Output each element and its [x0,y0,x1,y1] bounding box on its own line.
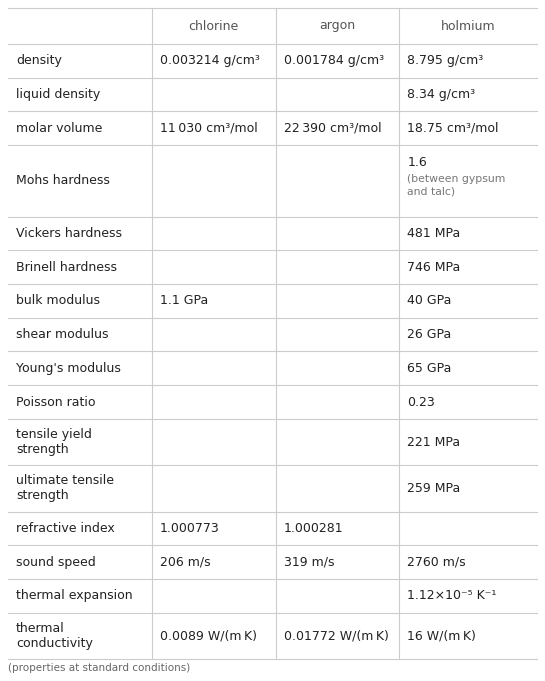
Text: Young's modulus: Young's modulus [16,362,121,375]
Text: 1.12×10⁻⁵ K⁻¹: 1.12×10⁻⁵ K⁻¹ [408,589,497,602]
Text: refractive index: refractive index [16,522,115,535]
Text: holmium: holmium [441,20,495,33]
Text: ultimate tensile
strength: ultimate tensile strength [16,475,114,503]
Text: (between gypsum
and talc): (between gypsum and talc) [408,174,506,196]
Text: (properties at standard conditions): (properties at standard conditions) [8,663,190,673]
Text: chlorine: chlorine [189,20,239,33]
Text: 40 GPa: 40 GPa [408,294,452,307]
Text: 1.6: 1.6 [408,156,427,169]
Text: argon: argon [319,20,356,33]
Text: 206 m/s: 206 m/s [160,556,210,569]
Text: Mohs hardness: Mohs hardness [16,174,110,187]
Text: shear modulus: shear modulus [16,328,108,341]
Text: Vickers hardness: Vickers hardness [16,227,122,240]
Text: 0.001784 g/cm³: 0.001784 g/cm³ [284,54,384,67]
Text: molar volume: molar volume [16,122,102,135]
Text: thermal expansion: thermal expansion [16,589,132,602]
Text: 1.000281: 1.000281 [284,522,343,535]
Text: 0.0089 W/(m K): 0.0089 W/(m K) [160,629,257,642]
Text: 8.795 g/cm³: 8.795 g/cm³ [408,54,484,67]
Text: 0.23: 0.23 [408,396,435,409]
Text: 26 GPa: 26 GPa [408,328,452,341]
Text: 22 390 cm³/mol: 22 390 cm³/mol [284,122,381,135]
Text: 221 MPa: 221 MPa [408,436,461,449]
Text: 319 m/s: 319 m/s [284,556,334,569]
Text: thermal
conductivity: thermal conductivity [16,622,93,650]
Text: 1.1 GPa: 1.1 GPa [160,294,208,307]
Text: liquid density: liquid density [16,88,100,101]
Text: 16 W/(m K): 16 W/(m K) [408,629,476,642]
Text: density: density [16,54,62,67]
Text: 481 MPa: 481 MPa [408,227,461,240]
Text: sound speed: sound speed [16,556,96,569]
Text: Brinell hardness: Brinell hardness [16,261,117,274]
Text: 0.003214 g/cm³: 0.003214 g/cm³ [160,54,260,67]
Text: tensile yield
strength: tensile yield strength [16,428,92,456]
Text: 1.000773: 1.000773 [160,522,220,535]
Text: 0.01772 W/(m K): 0.01772 W/(m K) [284,629,389,642]
Text: 2760 m/s: 2760 m/s [408,556,466,569]
Text: 746 MPa: 746 MPa [408,261,461,274]
Text: 65 GPa: 65 GPa [408,362,452,375]
Text: 18.75 cm³/mol: 18.75 cm³/mol [408,122,499,135]
Text: 259 MPa: 259 MPa [408,482,461,495]
Text: bulk modulus: bulk modulus [16,294,100,307]
Text: Poisson ratio: Poisson ratio [16,396,95,409]
Text: 8.34 g/cm³: 8.34 g/cm³ [408,88,476,101]
Text: 11 030 cm³/mol: 11 030 cm³/mol [160,122,258,135]
